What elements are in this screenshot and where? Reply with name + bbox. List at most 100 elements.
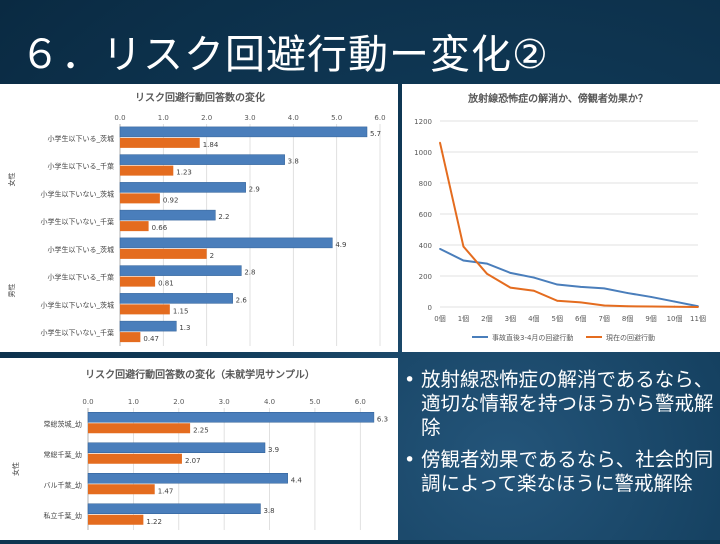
group-label: 男性 bbox=[7, 284, 16, 298]
x-tick-label: 11個 bbox=[690, 314, 706, 323]
category-label: 常総千葉_幼 bbox=[44, 450, 83, 459]
data-label: 2.8 bbox=[244, 269, 255, 277]
data-label: 0.92 bbox=[163, 196, 179, 204]
y-tick-label: 1000 bbox=[414, 149, 432, 157]
data-label: 0.66 bbox=[152, 224, 168, 232]
data-label: 1.23 bbox=[176, 169, 192, 177]
bar bbox=[119, 320, 177, 332]
x-tick-label: 1.0 bbox=[128, 398, 139, 406]
bar bbox=[88, 514, 144, 525]
bullet-item: • 傍観者効果であるなら、社会的同調によって楽なほうに警戒解除 bbox=[404, 448, 716, 496]
y-tick-label: 800 bbox=[419, 180, 432, 188]
data-point bbox=[556, 283, 559, 286]
bar bbox=[88, 484, 155, 495]
data-label: 2.6 bbox=[236, 296, 248, 304]
data-point bbox=[509, 272, 512, 274]
data-point bbox=[509, 286, 512, 289]
slide-title: ６．リスク回避行動ー変化② bbox=[20, 32, 549, 78]
chart-title: リスク回避行動回答数の変化 bbox=[135, 91, 265, 104]
bar bbox=[120, 248, 207, 259]
bar bbox=[119, 237, 333, 249]
x-tick-label: 2個 bbox=[481, 314, 492, 323]
bullet-dot-icon: • bbox=[404, 369, 416, 391]
x-tick-label: 0.0 bbox=[82, 398, 93, 406]
x-tick-label: 6.0 bbox=[355, 398, 366, 406]
data-point bbox=[462, 245, 465, 248]
bar bbox=[119, 209, 216, 221]
y-tick-label: 600 bbox=[419, 211, 432, 219]
bar bbox=[120, 221, 149, 232]
x-tick-label: 6.0 bbox=[374, 114, 385, 122]
x-tick-label: 10個 bbox=[667, 314, 683, 323]
x-tick-label: 1.0 bbox=[158, 114, 169, 122]
data-label: 0.47 bbox=[143, 335, 159, 343]
data-label: 2 bbox=[210, 252, 214, 260]
data-point bbox=[697, 306, 699, 308]
y-tick-label: 1200 bbox=[414, 118, 432, 126]
data-point bbox=[532, 289, 535, 292]
data-label: 2.07 bbox=[185, 457, 201, 465]
bar bbox=[119, 293, 233, 304]
x-tick-label: 4.0 bbox=[264, 398, 275, 406]
x-tick-label: 9個 bbox=[645, 314, 656, 323]
bar bbox=[119, 182, 246, 193]
bullet-item: • 放射線恐怖症の解消であるなら、適切な情報を持つほうから警戒解除 bbox=[404, 368, 716, 440]
preschool-bar-chart-panel: リスク回避行動回答数の変化（未就学児サンプル） 0.0 1.0 2.0 3.0 4.0 5.… bbox=[0, 358, 398, 540]
y-tick-label: 0 bbox=[428, 304, 432, 312]
data-point bbox=[626, 292, 629, 294]
data-label: 3.8 bbox=[288, 158, 299, 166]
data-label: 3.9 bbox=[268, 446, 279, 454]
data-point bbox=[439, 141, 441, 144]
data-point bbox=[603, 287, 606, 290]
bar bbox=[120, 332, 141, 343]
chart-title: リスク回避行動回答数の変化（未就学児サンプル） bbox=[85, 368, 315, 381]
x-tick-label: 3.0 bbox=[244, 114, 255, 122]
x-tick-label: 5個 bbox=[552, 314, 563, 323]
data-point bbox=[439, 247, 441, 250]
bar bbox=[88, 423, 191, 434]
bar bbox=[87, 473, 288, 484]
data-point bbox=[579, 301, 582, 304]
preschool-bar-chart: リスク回避行動回答数の変化（未就学児サンプル） 0.0 1.0 2.0 3.0 4.0 5.… bbox=[11, 368, 388, 530]
bullet-text: 放射線恐怖症の解消であるなら、適切な情報を持つほうから警戒解除 bbox=[421, 368, 714, 439]
data-label: 0.81 bbox=[158, 280, 174, 288]
series-line bbox=[439, 142, 699, 308]
bullet-list: • 放射線恐怖症の解消であるなら、適切な情報を持つほうから警戒解除 • 傍観者効果で… bbox=[404, 368, 716, 504]
data-point bbox=[486, 272, 488, 275]
bullet-text: 傍観者効果であるなら、社会的同調によって楽なほうに警戒解除 bbox=[421, 448, 714, 495]
bar bbox=[120, 165, 174, 176]
legend-label: 現在の回避行動 bbox=[606, 333, 655, 342]
data-point bbox=[650, 296, 652, 298]
category-label: 小学生以下いる_茨城 bbox=[48, 245, 115, 254]
bar-chart-panel: リスク回避行動回答数の変化 0.0 1.0 2.0 3.0 4.0 5.0 6.0 女性 男性 小学… bbox=[0, 84, 398, 352]
category-label: 小学生以下いない_茨城 bbox=[41, 189, 115, 198]
line-chart: 放射線恐怖症の解消か、傍観者効果か？ 0 200 400 600 800 1000 1200 0… bbox=[414, 92, 706, 342]
x-tick-label: 7個 bbox=[598, 314, 609, 323]
y-tick-label: 200 bbox=[419, 273, 432, 281]
x-tick-label: 4個 bbox=[528, 314, 539, 323]
x-tick-label: 4.0 bbox=[288, 114, 299, 122]
legend-label: 事故直後3-4月の回避行動 bbox=[492, 333, 573, 342]
data-label: 4.4 bbox=[291, 476, 303, 484]
x-tick-label: 0.0 bbox=[114, 114, 125, 122]
data-label: 2.9 bbox=[249, 185, 260, 193]
category-label: 私立千葉_幼 bbox=[44, 511, 83, 520]
data-label: 6.3 bbox=[377, 415, 388, 423]
category-label: 小学生以下いる_千葉 bbox=[48, 273, 115, 282]
bar bbox=[120, 137, 200, 148]
data-point bbox=[579, 285, 582, 288]
category-label: 小学生以下いない_千葉 bbox=[41, 328, 115, 337]
data-point bbox=[673, 305, 676, 308]
data-point bbox=[556, 299, 559, 302]
x-tick-label: 0個 bbox=[434, 314, 445, 323]
data-label: 1.84 bbox=[203, 141, 219, 149]
category-label: 小学生以下いる_千葉 bbox=[48, 162, 115, 171]
x-tick-label: 2.0 bbox=[173, 398, 184, 406]
bar bbox=[120, 276, 156, 287]
data-point bbox=[673, 300, 676, 303]
data-label: 3.8 bbox=[263, 507, 274, 515]
bullet-dot-icon: • bbox=[404, 449, 416, 471]
bar bbox=[119, 154, 285, 165]
data-point bbox=[462, 259, 465, 262]
